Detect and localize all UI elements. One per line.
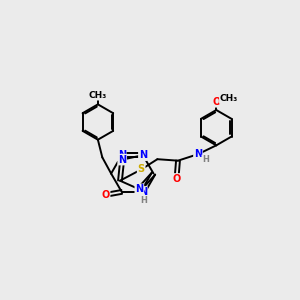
Text: S: S [138,164,145,175]
Text: O: O [101,190,110,200]
Text: H: H [202,155,209,164]
Text: N: N [135,184,143,194]
Text: CH₃: CH₃ [220,94,238,103]
Text: N: N [139,150,147,160]
Text: N: N [118,150,126,160]
Text: CH₃: CH₃ [89,91,107,100]
Text: O: O [172,174,181,184]
Text: H: H [141,196,148,205]
Text: N: N [139,187,147,197]
Text: O: O [212,97,220,107]
Text: N: N [118,154,126,165]
Text: N: N [194,149,202,159]
